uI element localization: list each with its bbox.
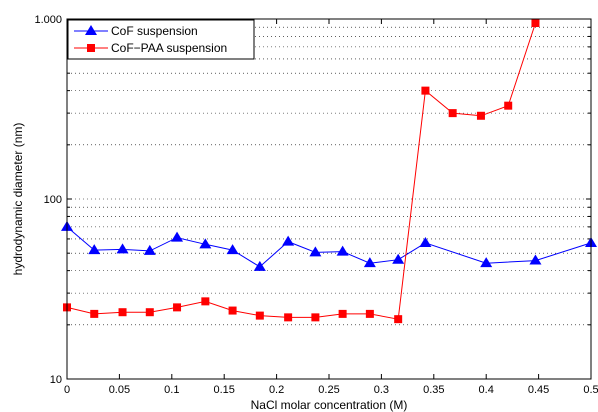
data-point-square (201, 297, 210, 306)
legend-label-cof: CoF suspension (111, 24, 198, 38)
data-point-square (228, 306, 237, 315)
x-tick-label: 0.5 (583, 384, 598, 396)
data-point-square (284, 313, 293, 322)
data-point-triangle (116, 243, 129, 254)
y-tick-label: 1.000 (34, 14, 62, 26)
data-point-square (531, 19, 540, 28)
y-axis-label: hydrodynamic diameter (nm) (11, 123, 25, 276)
x-tick-label: 0.1 (164, 384, 179, 396)
data-point-square (394, 315, 403, 324)
data-point-square (311, 313, 320, 322)
data-point-square (255, 311, 264, 320)
data-point-square (476, 111, 485, 120)
data-point-triangle (171, 231, 184, 242)
data-point-triangle (529, 254, 542, 265)
data-point-triangle (253, 260, 266, 271)
data-point-square (118, 308, 127, 317)
data-point-triangle (309, 246, 322, 257)
x-tick-label: 0.05 (109, 384, 130, 396)
legend-box (67, 19, 255, 60)
plot-frame (66, 18, 592, 380)
x-tick-label: 0.3 (374, 384, 389, 396)
grid (67, 26, 591, 326)
data-point-triangle (419, 236, 432, 247)
data-point-square (421, 86, 430, 95)
x-tick-label: 0.25 (318, 384, 339, 396)
legend-marker-cof-triangle (85, 25, 97, 35)
data-point-square (145, 308, 154, 317)
data-point-triangle (282, 235, 295, 246)
series-cof (61, 220, 597, 271)
y-tick-label: 100 (44, 194, 62, 206)
x-tick-label: 0.15 (213, 384, 234, 396)
x-tick-label: 0 (64, 384, 70, 396)
data-point-triangle (392, 253, 405, 264)
data-point-square (504, 101, 513, 110)
data-point-triangle (363, 257, 376, 268)
data-point-triangle (199, 238, 212, 249)
data-point-triangle (480, 257, 493, 268)
legend-label-cof-paa: CoF−PAA suspension (111, 41, 227, 55)
x-tick-label: 0.35 (423, 384, 444, 396)
data-point-square (173, 303, 182, 312)
legend: CoF suspension CoF−PAA suspension (67, 19, 255, 60)
data-point-triangle (226, 244, 239, 255)
x-tick-label: 0.4 (479, 384, 494, 396)
data-point-square (90, 309, 99, 318)
data-point-square (448, 109, 457, 118)
data-point-triangle (88, 244, 101, 255)
x-tick-label: 0.2 (269, 384, 284, 396)
series-line (66, 22, 536, 320)
legend-marker-cof-paa-square (87, 44, 95, 52)
plot-background (67, 19, 591, 379)
data-point-square (365, 309, 374, 318)
data-point-square (338, 309, 347, 318)
data-point-triangle (336, 245, 349, 256)
data-point-triangle (143, 244, 156, 255)
x-axis-label: NaCl molar concentration (M) (251, 398, 408, 412)
axis-ticks: 10 100 1.000 0 0.05 0.1 0.15 0.2 0.25 0.3 0.35 0.4 0… (34, 14, 598, 396)
y-tick-label: 10 (50, 374, 62, 386)
x-tick-label: 0.45 (528, 384, 549, 396)
